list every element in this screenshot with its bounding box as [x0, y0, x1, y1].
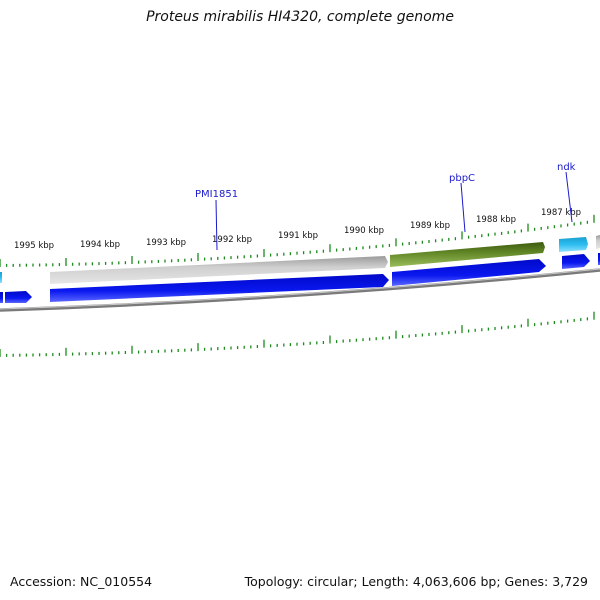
kbp-label-1993: 1993 kbp — [146, 238, 186, 248]
gene-blue-edge — [0, 292, 3, 303]
kbp-label-1989: 1989 kbp — [410, 221, 450, 231]
accession-text: Accession: NC_010554 — [10, 574, 153, 589]
kbp-label-1988: 1988 kbp — [476, 215, 516, 225]
gene-blue-2 — [50, 274, 389, 302]
feature-pbpC — [390, 242, 545, 267]
inner-ticks — [0, 311, 595, 357]
leader-pbpC — [460, 182, 466, 233]
gene-label-ndk: ndk — [557, 162, 576, 173]
genome-backbone — [0, 268, 600, 312]
genome-summary-text: Topology: circular; Length: 4,063,606 bp… — [244, 574, 588, 589]
feature-ndk — [559, 237, 588, 252]
leader-PMI1851 — [215, 199, 218, 251]
feature-edge-right — [596, 235, 600, 249]
feature-edge-left — [0, 272, 2, 283]
kbp-label-1992: 1992 kbp — [212, 235, 252, 245]
gene-label-pbpC: pbpC — [449, 173, 475, 184]
gene-blue-4 — [562, 254, 590, 269]
genome-backbone-highlight — [0, 268, 600, 310]
kbp-label-1991: 1991 kbp — [278, 231, 318, 241]
kbp-label-1987: 1987 kbp — [541, 208, 581, 218]
gene-blue-3 — [392, 259, 546, 286]
gene-blue-1 — [5, 291, 32, 303]
leader-ndk — [565, 171, 573, 223]
kbp-label-1995: 1995 kbp — [14, 241, 54, 251]
outer-ticks — [0, 214, 595, 267]
feature-PMI1851 — [50, 256, 388, 284]
kbp-label-1990: 1990 kbp — [344, 226, 384, 236]
map-title: Proteus mirabilis HI4320, complete genom… — [146, 9, 454, 25]
gene-label-PMI1851: PMI1851 — [195, 189, 238, 200]
kbp-label-1994: 1994 kbp — [80, 240, 120, 250]
